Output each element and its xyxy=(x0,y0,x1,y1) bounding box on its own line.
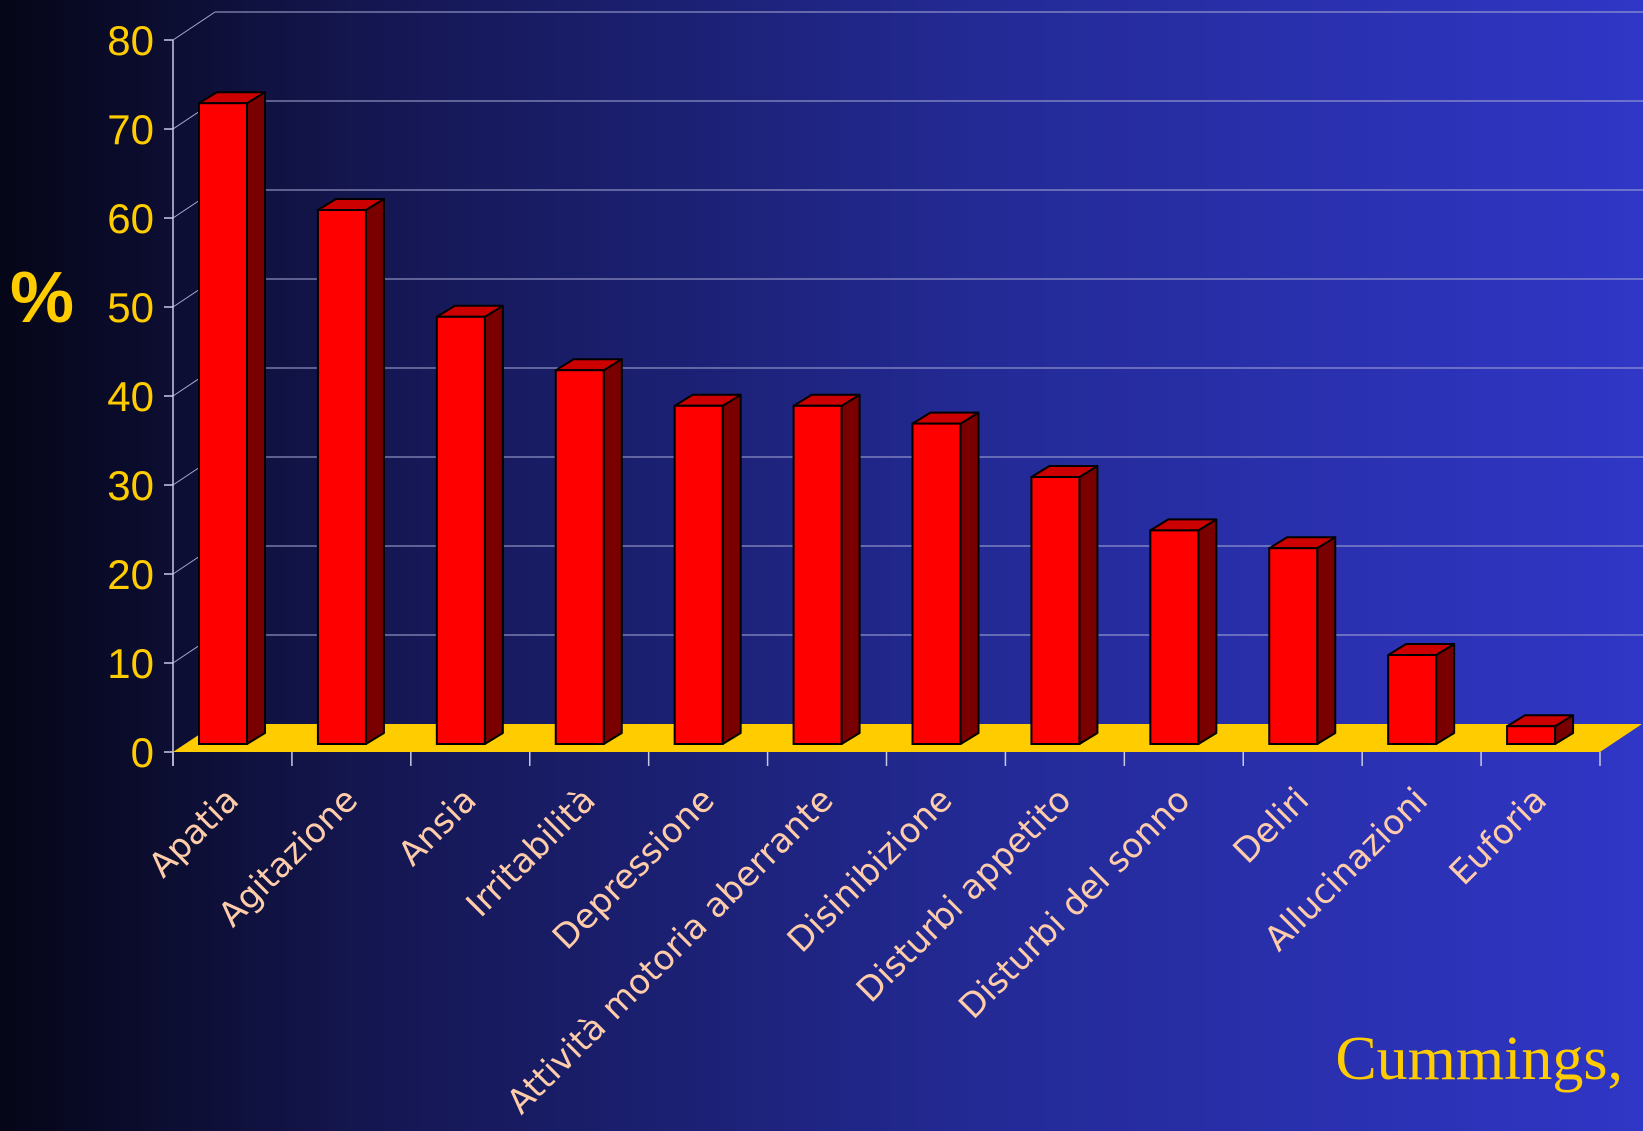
bar-front xyxy=(673,404,724,745)
bar-front xyxy=(1506,725,1557,746)
y-tick-label: 20 xyxy=(107,551,154,598)
bar-front xyxy=(435,315,486,745)
x-category-label: Euforia xyxy=(1442,780,1555,893)
bar-side xyxy=(1435,643,1456,745)
bar-front xyxy=(1149,529,1200,746)
bar-side xyxy=(602,358,623,745)
bar-front xyxy=(911,422,962,745)
bar xyxy=(911,411,980,745)
citation-text: Cummings, xyxy=(1335,1025,1623,1093)
bar-front xyxy=(554,369,605,745)
bar-side xyxy=(959,411,980,745)
bar-side xyxy=(721,393,742,745)
bar-front xyxy=(1387,654,1438,745)
bar-side xyxy=(1197,518,1218,745)
bar-side xyxy=(364,198,385,745)
y-tick-label: 70 xyxy=(107,106,154,153)
bar-front xyxy=(316,209,367,745)
y-tick-label: 10 xyxy=(107,640,154,687)
y-tick-label: 50 xyxy=(107,284,154,331)
bar-side xyxy=(246,91,266,745)
gridline-connector xyxy=(172,11,216,41)
x-category-label: Disturbi appetito xyxy=(849,780,1079,1010)
x-category-label: Ansia xyxy=(391,780,485,874)
y-tick-label: 40 xyxy=(107,373,154,420)
bar-front xyxy=(1030,476,1081,745)
bar-side xyxy=(840,393,861,745)
x-category-label: Deliri xyxy=(1226,780,1318,872)
x-category-label: Disturbi del sonno xyxy=(951,780,1198,1027)
y-tick-label: 60 xyxy=(107,195,154,242)
bar-front xyxy=(1268,547,1319,746)
bar xyxy=(1387,643,1456,745)
bar xyxy=(1030,465,1099,745)
bar-front xyxy=(792,404,843,745)
bar xyxy=(1506,714,1575,746)
bar xyxy=(435,304,504,745)
y-axis-label: % xyxy=(10,258,75,338)
bar xyxy=(1149,518,1218,746)
bar-side xyxy=(1078,465,1099,745)
bar xyxy=(316,198,385,745)
bar-front xyxy=(198,102,248,745)
x-category-label: Apatia xyxy=(141,780,247,886)
bar xyxy=(554,358,623,745)
bar xyxy=(198,91,266,745)
bar xyxy=(1268,536,1337,746)
bar-side xyxy=(483,304,504,745)
y-tick-label: 80 xyxy=(107,17,154,64)
bar xyxy=(673,393,742,745)
y-tick-label: 0 xyxy=(131,729,154,776)
y-tick-label: 30 xyxy=(107,462,154,509)
bar-side xyxy=(1316,536,1337,745)
bar xyxy=(792,393,861,745)
